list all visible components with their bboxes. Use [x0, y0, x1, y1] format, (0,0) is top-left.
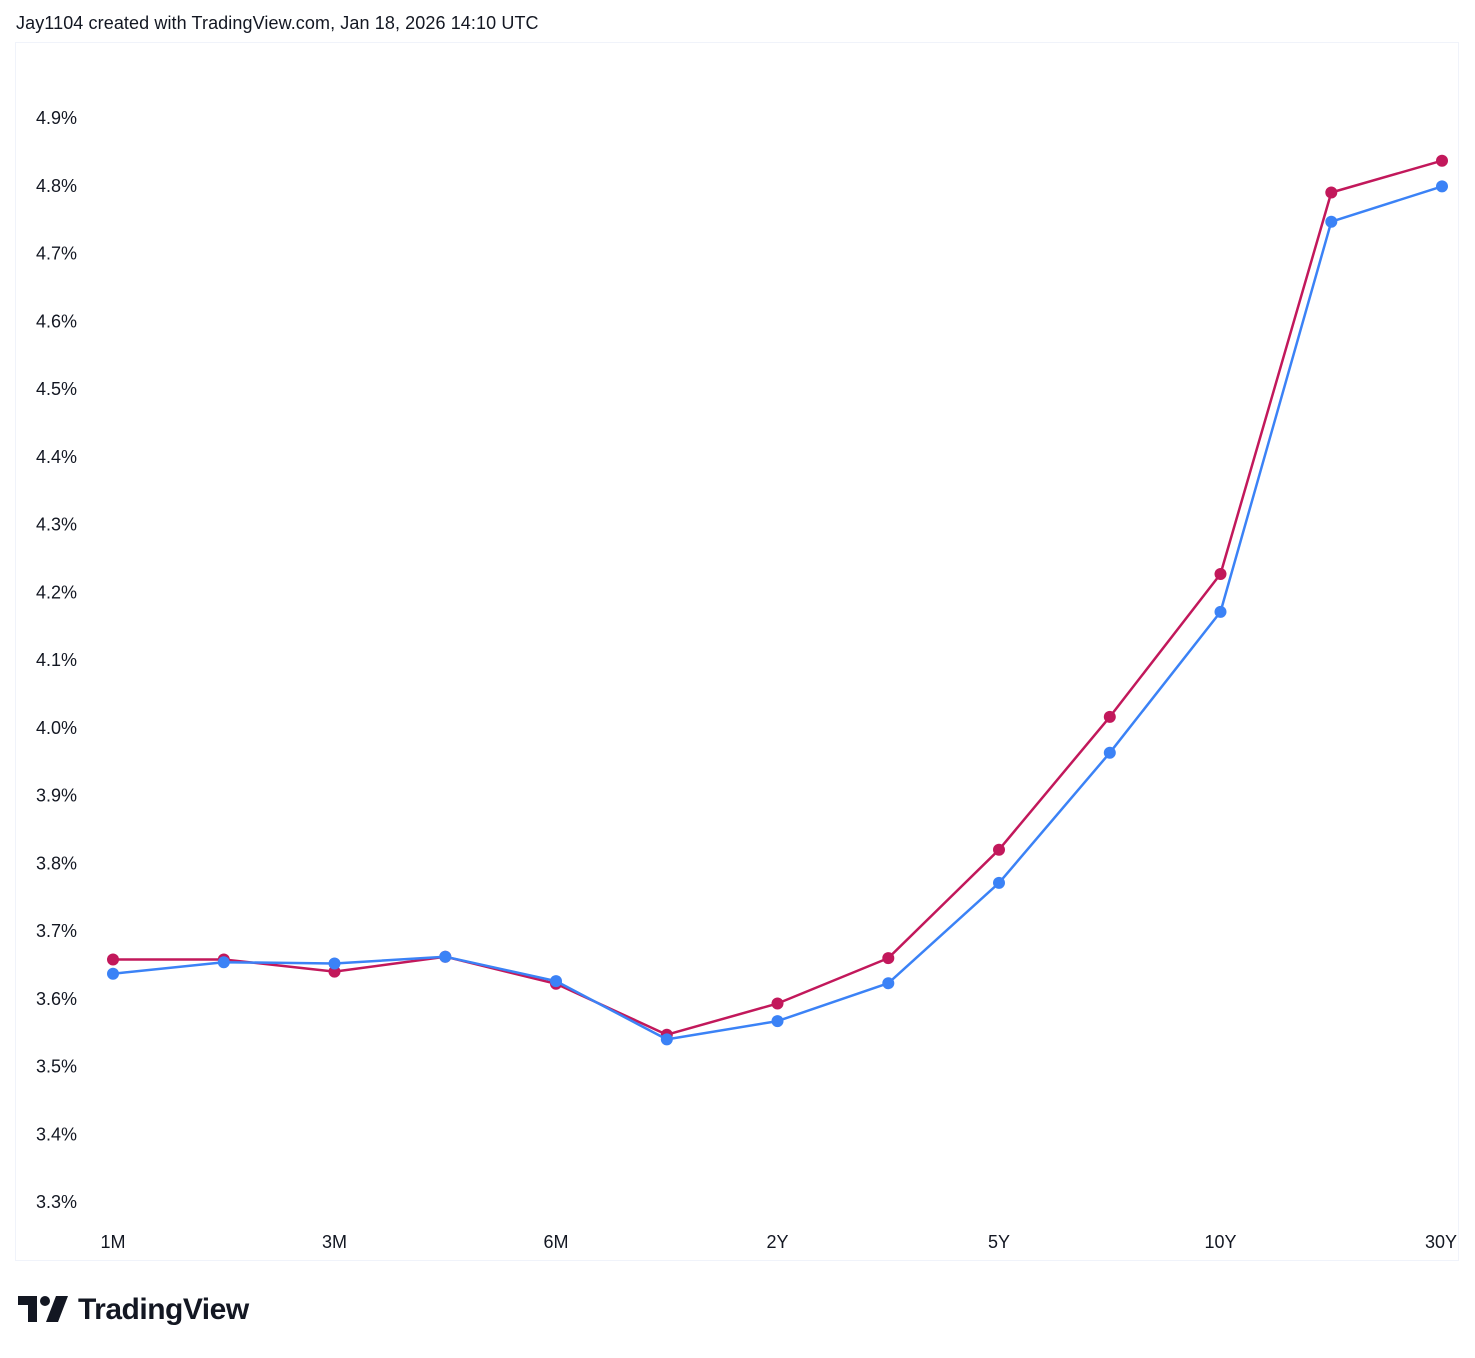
y-tick-label: 4.1%: [36, 650, 77, 670]
data-point[interactable]: [1436, 180, 1448, 193]
tradingview-logo-text: TradingView: [78, 1293, 249, 1326]
data-point[interactable]: [882, 977, 895, 990]
data-point[interactable]: [439, 950, 452, 963]
y-tick-label: 4.0%: [36, 718, 77, 738]
x-tick-label: 30Y: [1425, 1232, 1457, 1252]
y-tick-label: 3.5%: [36, 1057, 77, 1077]
data-point[interactable]: [217, 956, 230, 969]
series-layer: [107, 154, 1448, 1046]
data-point[interactable]: [1214, 568, 1227, 580]
x-tick-label: 2Y: [766, 1232, 788, 1252]
tradingview-logo-icon: [18, 1296, 68, 1322]
y-tick-label: 4.5%: [36, 379, 77, 399]
data-point[interactable]: [993, 843, 1005, 856]
chart-frame: [15, 42, 1459, 1261]
y-tick-label: 3.6%: [36, 989, 77, 1009]
data-point[interactable]: [771, 1015, 784, 1028]
x-tick-label: 3M: [322, 1232, 347, 1252]
x-tick-label: 5Y: [988, 1232, 1010, 1252]
series-line: [112, 185, 1443, 1041]
y-tick-label: 3.7%: [36, 921, 77, 941]
data-point[interactable]: [882, 952, 895, 965]
y-axis: 3.3% 3.4% 3.5% 3.6% 3.7% 3.8% 3.9% 4.0% 4.1% 4.2%…: [36, 108, 77, 1212]
data-point[interactable]: [993, 876, 1005, 889]
data-point[interactable]: [1325, 186, 1338, 199]
y-tick-label: 3.8%: [36, 853, 77, 873]
data-point[interactable]: [107, 967, 119, 980]
data-point[interactable]: [328, 957, 341, 970]
data-point[interactable]: [550, 975, 562, 988]
data-point[interactable]: [1325, 215, 1338, 228]
series-1: [107, 154, 1448, 1041]
data-point[interactable]: [1103, 746, 1116, 759]
data-point[interactable]: [1103, 710, 1116, 723]
x-axis: 1M 3M 6M 2Y 5Y 10Y 30Y: [100, 1232, 1457, 1252]
y-tick-label: 4.6%: [36, 311, 77, 331]
x-tick-label: 1M: [100, 1232, 125, 1252]
x-tick-label: 6M: [543, 1232, 568, 1252]
chart-caption: Jay1104 created with TradingView.com, Ja…: [16, 13, 539, 33]
yield-curve-chart: 3.3% 3.4% 3.5% 3.6% 3.7% 3.8% 3.9% 4.0% 4.1% 4.2%…: [36, 108, 1457, 1252]
data-point[interactable]: [771, 997, 784, 1010]
data-point[interactable]: [660, 1033, 673, 1046]
data-point[interactable]: [1436, 154, 1448, 167]
y-tick-label: 4.7%: [36, 244, 77, 264]
y-tick-label: 4.3%: [36, 515, 77, 535]
y-tick-label: 3.9%: [36, 786, 77, 806]
series-2: [107, 180, 1448, 1046]
y-tick-label: 4.9%: [36, 108, 77, 128]
y-tick-label: 3.3%: [36, 1192, 77, 1212]
y-tick-label: 3.4%: [36, 1124, 77, 1144]
y-tick-label: 4.8%: [36, 176, 77, 196]
data-point[interactable]: [1214, 605, 1227, 618]
y-tick-label: 4.4%: [36, 447, 77, 467]
series-line: [113, 159, 1443, 1036]
data-point[interactable]: [107, 953, 119, 966]
y-tick-label: 4.2%: [36, 582, 77, 602]
tradingview-logo[interactable]: TradingView: [18, 1290, 249, 1330]
x-tick-label: 10Y: [1204, 1232, 1236, 1252]
